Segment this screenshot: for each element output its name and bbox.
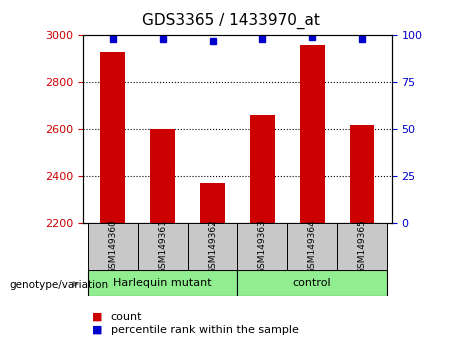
Bar [88, 223, 138, 271]
Text: GSM149362: GSM149362 [208, 219, 217, 274]
Text: GSM149360: GSM149360 [108, 219, 118, 274]
Bar [287, 223, 337, 271]
Text: GSM149361: GSM149361 [158, 219, 167, 274]
Text: GSM149365: GSM149365 [357, 219, 366, 274]
Bar [237, 270, 387, 296]
Bar [200, 183, 225, 223]
Text: control: control [293, 278, 331, 288]
Text: percentile rank within the sample: percentile rank within the sample [111, 325, 299, 335]
Text: ■: ■ [92, 312, 103, 322]
Text: Harlequin mutant: Harlequin mutant [113, 278, 212, 288]
Bar [188, 223, 237, 271]
Text: genotype/variation: genotype/variation [9, 280, 108, 290]
Text: GSM149364: GSM149364 [307, 219, 317, 274]
Bar [88, 270, 237, 296]
Bar [150, 129, 175, 223]
Text: GDS3365 / 1433970_at: GDS3365 / 1433970_at [142, 12, 319, 29]
Bar [300, 45, 325, 223]
Text: ■: ■ [92, 325, 103, 335]
Bar [337, 223, 387, 271]
Bar [349, 125, 374, 223]
Bar [250, 115, 275, 223]
Text: GSM149363: GSM149363 [258, 219, 267, 274]
Bar [237, 223, 287, 271]
Bar [138, 223, 188, 271]
Text: count: count [111, 312, 142, 322]
Bar [100, 52, 125, 223]
